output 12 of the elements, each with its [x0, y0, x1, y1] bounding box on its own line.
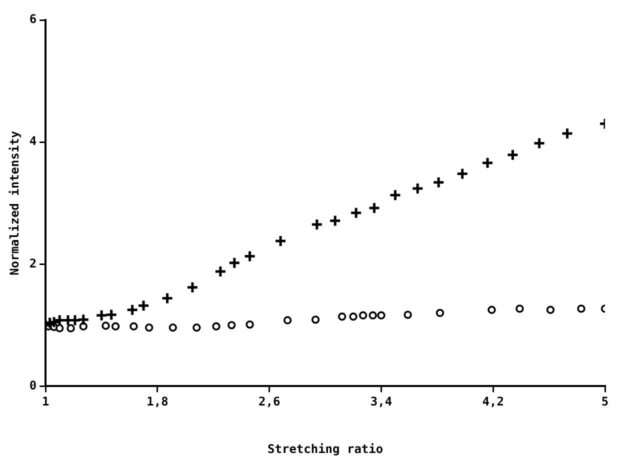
- y-tick-label: 4: [29, 134, 37, 148]
- x-tick-label: 2,6: [258, 394, 280, 409]
- x-tick-label: 1: [42, 394, 50, 409]
- x-tick-label: 5: [601, 394, 609, 409]
- x-tick-label: 4,2: [482, 394, 504, 409]
- x-tick-label: 1,8: [146, 394, 168, 409]
- y-tick-label: 6: [29, 12, 37, 26]
- y-tick-label: 2: [29, 256, 37, 270]
- y-axis-title: Normalized intensity: [7, 130, 22, 276]
- x-tick-label: 3,4: [370, 394, 392, 409]
- x-axis-title: Stretching ratio: [268, 442, 384, 456]
- y-tick-label: 0: [29, 378, 37, 392]
